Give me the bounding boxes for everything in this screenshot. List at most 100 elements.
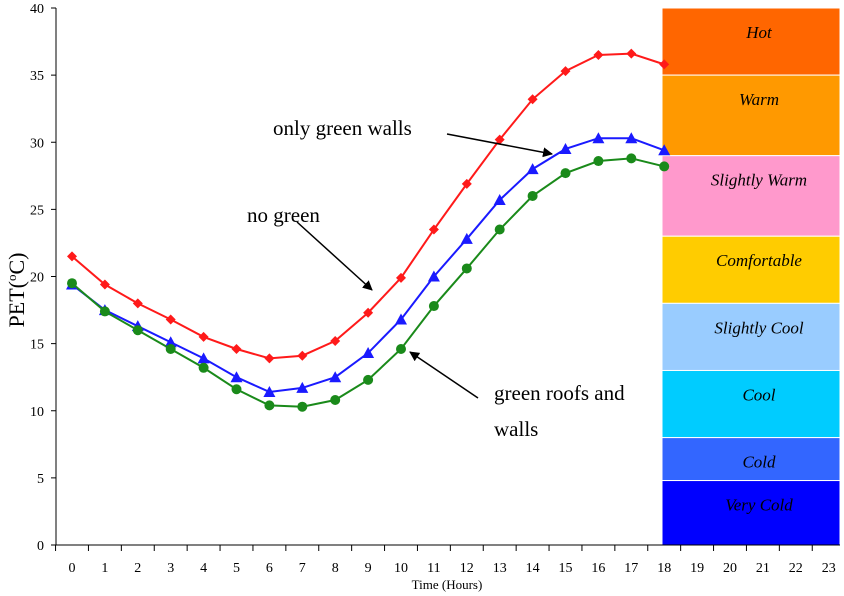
series-line-green-roofs-and-walls xyxy=(71,157,665,408)
point-only-green-walls xyxy=(526,163,539,175)
point-only-green-walls xyxy=(592,132,605,144)
point-no-green xyxy=(560,66,571,77)
point-no-green xyxy=(396,272,406,283)
x-tick-label: 1 xyxy=(101,561,108,576)
point-green-roofs-and-walls xyxy=(67,278,77,289)
y-tick-label: 40 xyxy=(30,2,44,17)
point-no-green xyxy=(67,251,77,262)
point-no-green xyxy=(363,307,374,318)
point-green-roofs-and-walls xyxy=(231,384,242,395)
band-comfortable xyxy=(661,235,841,304)
band-label-cool: Cool xyxy=(742,385,775,404)
point-only-green-walls xyxy=(559,142,572,154)
x-tick-label: 18 xyxy=(657,561,671,576)
x-tick-label: 14 xyxy=(526,561,540,576)
point-green-roofs-and-walls xyxy=(461,263,472,274)
point-no-green xyxy=(198,331,209,342)
y-tick-label: 10 xyxy=(30,405,44,420)
point-only-green-walls xyxy=(197,352,210,364)
x-tick-label: 23 xyxy=(822,561,836,576)
annotation-arrow-green-roofs-walls xyxy=(409,351,479,399)
point-only-green-walls xyxy=(362,347,375,359)
point-no-green xyxy=(659,59,670,70)
band-label-warm: Warm xyxy=(739,90,779,109)
x-tick-label: 19 xyxy=(690,561,704,576)
point-green-roofs-and-walls xyxy=(297,401,308,412)
annotation-arrow-no-green xyxy=(296,221,373,291)
point-green-roofs-and-walls xyxy=(99,306,110,317)
point-no-green xyxy=(461,178,472,189)
annotations: only green walls no green green roofs an… xyxy=(247,116,625,441)
annotation-no-green: no green xyxy=(247,203,320,227)
y-tick-label: 20 xyxy=(30,271,44,286)
series-green-roofs-and-walls xyxy=(67,153,670,412)
point-green-roofs-and-walls xyxy=(593,156,604,167)
series-group xyxy=(66,48,671,412)
point-only-green-walls xyxy=(493,193,506,205)
band-warm xyxy=(661,74,841,157)
point-only-green-walls xyxy=(164,336,177,348)
point-only-green-walls xyxy=(460,232,473,244)
point-no-green xyxy=(428,224,439,235)
point-no-green xyxy=(626,48,637,59)
point-no-green xyxy=(593,49,604,60)
point-green-roofs-and-walls xyxy=(494,224,505,235)
x-tick-label: 8 xyxy=(332,561,339,576)
point-no-green xyxy=(231,343,242,354)
x-tick-label: 5 xyxy=(233,561,240,576)
x-tick-label: 6 xyxy=(266,561,273,576)
point-no-green xyxy=(494,134,505,145)
point-only-green-walls xyxy=(658,144,671,156)
annotation-arrow-only-green-walls xyxy=(446,133,553,158)
band-very-cold xyxy=(661,480,841,546)
comfort-bands: Hot Warm Slightly Warm Comfortable Slightly … xyxy=(661,7,841,546)
y-axis-label-open: ( xyxy=(4,281,29,288)
annotation-only-green-walls: only green walls xyxy=(273,116,412,140)
point-green-roofs-and-walls xyxy=(659,161,670,172)
x-tick-label: 3 xyxy=(167,561,174,576)
point-green-roofs-and-walls xyxy=(132,325,143,336)
y-axis-label-rest: C) xyxy=(4,253,29,275)
point-only-green-walls xyxy=(625,132,638,144)
point-green-roofs-and-walls xyxy=(428,301,439,312)
x-tick-label: 11 xyxy=(427,561,440,576)
point-green-roofs-and-walls xyxy=(363,374,374,385)
point-green-roofs-and-walls xyxy=(330,395,341,406)
y-axis-label-main: PET xyxy=(4,288,29,328)
x-tick-label: 15 xyxy=(559,561,573,576)
point-only-green-walls xyxy=(296,381,309,393)
annotation-green-roofs-walls-line2: walls xyxy=(494,417,538,441)
point-no-green xyxy=(297,350,308,361)
x-axis-label: Time (Hours) xyxy=(412,577,483,592)
point-no-green xyxy=(264,353,275,364)
x-tick-label: 12 xyxy=(460,561,474,576)
x-tick-label: 10 xyxy=(394,561,408,576)
point-green-roofs-and-walls xyxy=(560,168,571,179)
band-slightly-warm xyxy=(661,155,841,237)
y-tick-label: 30 xyxy=(30,136,44,151)
point-no-green xyxy=(330,335,341,346)
point-only-green-walls xyxy=(329,371,342,383)
band-label-hot: Hot xyxy=(745,23,773,42)
band-label-slightly-warm: Slightly Warm xyxy=(711,171,807,190)
x-tick-label: 0 xyxy=(69,561,76,576)
y-axis-label-degree: o xyxy=(4,275,19,282)
band-hot xyxy=(661,7,841,76)
band-cool xyxy=(661,369,841,439)
x-tick-label: 7 xyxy=(299,561,306,576)
band-slightly-cool xyxy=(661,302,841,371)
annotation-green-roofs-walls-line1: green roofs and xyxy=(494,381,625,405)
y-tick-label: 5 xyxy=(37,472,44,487)
band-label-very-cold: Very Cold xyxy=(725,496,793,515)
point-only-green-walls xyxy=(427,270,440,282)
point-no-green xyxy=(99,279,110,290)
y-tick-label: 0 xyxy=(37,539,44,554)
x-tick-label: 17 xyxy=(624,561,638,576)
y-tick-label: 35 xyxy=(30,69,44,84)
band-label-cold: Cold xyxy=(742,453,776,472)
x-tick-label: 2 xyxy=(134,561,141,576)
band-label-comfortable: Comfortable xyxy=(716,251,802,270)
point-no-green xyxy=(527,94,538,105)
point-only-green-walls xyxy=(395,313,407,325)
